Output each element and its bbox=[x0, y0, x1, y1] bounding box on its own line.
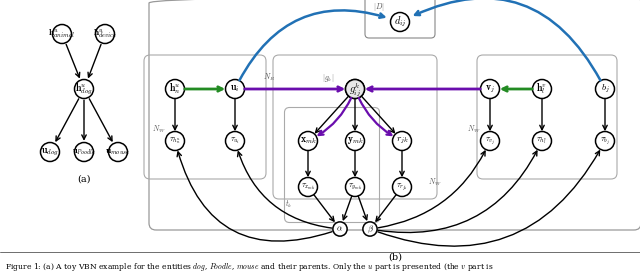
Text: $\tau_{y_{mk}}$: $\tau_{y_{mk}}$ bbox=[348, 182, 362, 192]
FancyArrowPatch shape bbox=[66, 44, 80, 77]
Text: $\tau_{x_{mk}}$: $\tau_{x_{mk}}$ bbox=[301, 182, 316, 192]
Text: $\mathbf{u}_{mouse}$: $\mathbf{u}_{mouse}$ bbox=[106, 147, 131, 157]
FancyArrowPatch shape bbox=[368, 87, 480, 91]
Circle shape bbox=[298, 177, 317, 196]
FancyArrowPatch shape bbox=[173, 99, 177, 130]
Circle shape bbox=[346, 177, 365, 196]
FancyArrowPatch shape bbox=[233, 99, 237, 130]
FancyArrowPatch shape bbox=[362, 96, 394, 133]
FancyArrowPatch shape bbox=[359, 98, 391, 135]
Text: $\beta$: $\beta$ bbox=[367, 223, 373, 235]
Text: $\mathbf{h}^u_{animal}$: $\mathbf{h}^u_{animal}$ bbox=[49, 28, 76, 40]
Circle shape bbox=[225, 131, 244, 150]
FancyArrowPatch shape bbox=[353, 151, 357, 176]
Text: $r_{jk}$: $r_{jk}$ bbox=[396, 136, 408, 146]
FancyArrowPatch shape bbox=[185, 87, 222, 91]
Circle shape bbox=[595, 80, 614, 98]
FancyArrowPatch shape bbox=[237, 152, 332, 228]
FancyArrowPatch shape bbox=[82, 100, 86, 139]
Circle shape bbox=[595, 131, 614, 150]
FancyArrowPatch shape bbox=[378, 151, 600, 246]
Text: $\tau_{u_i}$: $\tau_{u_i}$ bbox=[230, 136, 240, 146]
FancyArrowPatch shape bbox=[239, 10, 384, 80]
FancyArrowPatch shape bbox=[244, 87, 342, 91]
FancyArrowPatch shape bbox=[316, 96, 348, 133]
FancyArrowPatch shape bbox=[88, 44, 101, 77]
Text: $\mathbf{u}_{dog}$: $\mathbf{u}_{dog}$ bbox=[41, 146, 59, 158]
FancyArrowPatch shape bbox=[603, 99, 607, 130]
Text: $N_R$: $N_R$ bbox=[263, 72, 275, 83]
Circle shape bbox=[532, 131, 552, 150]
Circle shape bbox=[392, 131, 412, 150]
Text: $t_k$: $t_k$ bbox=[285, 199, 292, 210]
FancyArrowPatch shape bbox=[376, 195, 396, 221]
FancyArrowPatch shape bbox=[306, 151, 310, 176]
FancyArrowPatch shape bbox=[314, 195, 334, 221]
FancyArrowPatch shape bbox=[503, 87, 532, 91]
FancyArrowPatch shape bbox=[488, 99, 492, 130]
Circle shape bbox=[392, 177, 412, 196]
FancyArrowPatch shape bbox=[400, 151, 404, 176]
Circle shape bbox=[166, 131, 184, 150]
Text: $\tau_{b_j}$: $\tau_{b_j}$ bbox=[600, 135, 610, 147]
Text: $\mathbf{h}^u_{dog}$: $\mathbf{h}^u_{dog}$ bbox=[75, 81, 93, 97]
Text: $\tau_{v_j}$: $\tau_{v_j}$ bbox=[485, 135, 495, 147]
Text: $\mathbf{h}^u_{device}$: $\mathbf{h}^u_{device}$ bbox=[93, 28, 117, 40]
Circle shape bbox=[346, 80, 365, 98]
Text: $\alpha$: $\alpha$ bbox=[337, 225, 344, 234]
Text: $\mathbf{x}_{mk}$: $\mathbf{x}_{mk}$ bbox=[300, 136, 317, 146]
Circle shape bbox=[298, 131, 317, 150]
FancyArrowPatch shape bbox=[540, 99, 544, 130]
Circle shape bbox=[346, 80, 365, 98]
Text: $N_W$: $N_W$ bbox=[152, 124, 166, 135]
Circle shape bbox=[346, 131, 365, 150]
Text: $\mathbf{h}^u_n$: $\mathbf{h}^u_n$ bbox=[169, 82, 181, 96]
Circle shape bbox=[333, 222, 347, 236]
Circle shape bbox=[95, 25, 115, 44]
Circle shape bbox=[166, 80, 184, 98]
Circle shape bbox=[390, 13, 410, 32]
Text: $N_W$: $N_W$ bbox=[428, 177, 442, 188]
FancyArrowPatch shape bbox=[378, 151, 485, 228]
Text: $\tau_{h^v_l}$: $\tau_{h^v_l}$ bbox=[536, 136, 548, 146]
Circle shape bbox=[481, 80, 499, 98]
FancyArrowPatch shape bbox=[378, 151, 537, 232]
Circle shape bbox=[481, 131, 499, 150]
Text: (b): (b) bbox=[388, 252, 402, 261]
Circle shape bbox=[74, 143, 93, 162]
Text: $\tau_{r_{jk}}$: $\tau_{r_{jk}}$ bbox=[396, 181, 408, 193]
FancyArrowPatch shape bbox=[343, 196, 352, 220]
Text: $\mathbf{u}_i$: $\mathbf{u}_i$ bbox=[230, 84, 240, 94]
Text: $\mathbf{u}_{Poodle}$: $\mathbf{u}_{Poodle}$ bbox=[72, 147, 96, 157]
FancyArrowPatch shape bbox=[353, 99, 357, 130]
FancyArrowPatch shape bbox=[358, 196, 367, 220]
Circle shape bbox=[532, 80, 552, 98]
Text: $d_{ij}$: $d_{ij}$ bbox=[394, 15, 406, 29]
Text: $\tau_{h^u_n}$: $\tau_{h^u_n}$ bbox=[169, 136, 181, 146]
Circle shape bbox=[52, 25, 72, 44]
Circle shape bbox=[363, 222, 377, 236]
Circle shape bbox=[40, 143, 60, 162]
Text: $b_j$: $b_j$ bbox=[600, 83, 609, 95]
Text: $\mathbf{v}_j$: $\mathbf{v}_j$ bbox=[485, 83, 495, 95]
Text: (a): (a) bbox=[77, 174, 91, 184]
Text: $N_W$: $N_W$ bbox=[467, 124, 481, 135]
Circle shape bbox=[109, 143, 127, 162]
Circle shape bbox=[225, 80, 244, 98]
Text: $|D|$: $|D|$ bbox=[373, 1, 385, 13]
FancyArrowPatch shape bbox=[56, 99, 79, 141]
Circle shape bbox=[74, 80, 93, 98]
Text: Figure 1: (a) A toy VBN example for the entities $\it{dog}$, $\it{Poodle}$, $\it: Figure 1: (a) A toy VBN example for the … bbox=[5, 261, 493, 273]
Text: $|g_k|$: $|g_k|$ bbox=[322, 72, 334, 84]
Text: $\mathbf{h}^v_l$: $\mathbf{h}^v_l$ bbox=[536, 82, 547, 96]
Text: $g^k_{ij}$: $g^k_{ij}$ bbox=[349, 80, 361, 98]
FancyArrowPatch shape bbox=[415, 0, 600, 80]
FancyArrowPatch shape bbox=[177, 152, 332, 241]
Text: $\mathbf{y}_{mk}$: $\mathbf{y}_{mk}$ bbox=[346, 136, 364, 146]
FancyArrowPatch shape bbox=[89, 99, 112, 141]
FancyArrowPatch shape bbox=[319, 98, 351, 135]
